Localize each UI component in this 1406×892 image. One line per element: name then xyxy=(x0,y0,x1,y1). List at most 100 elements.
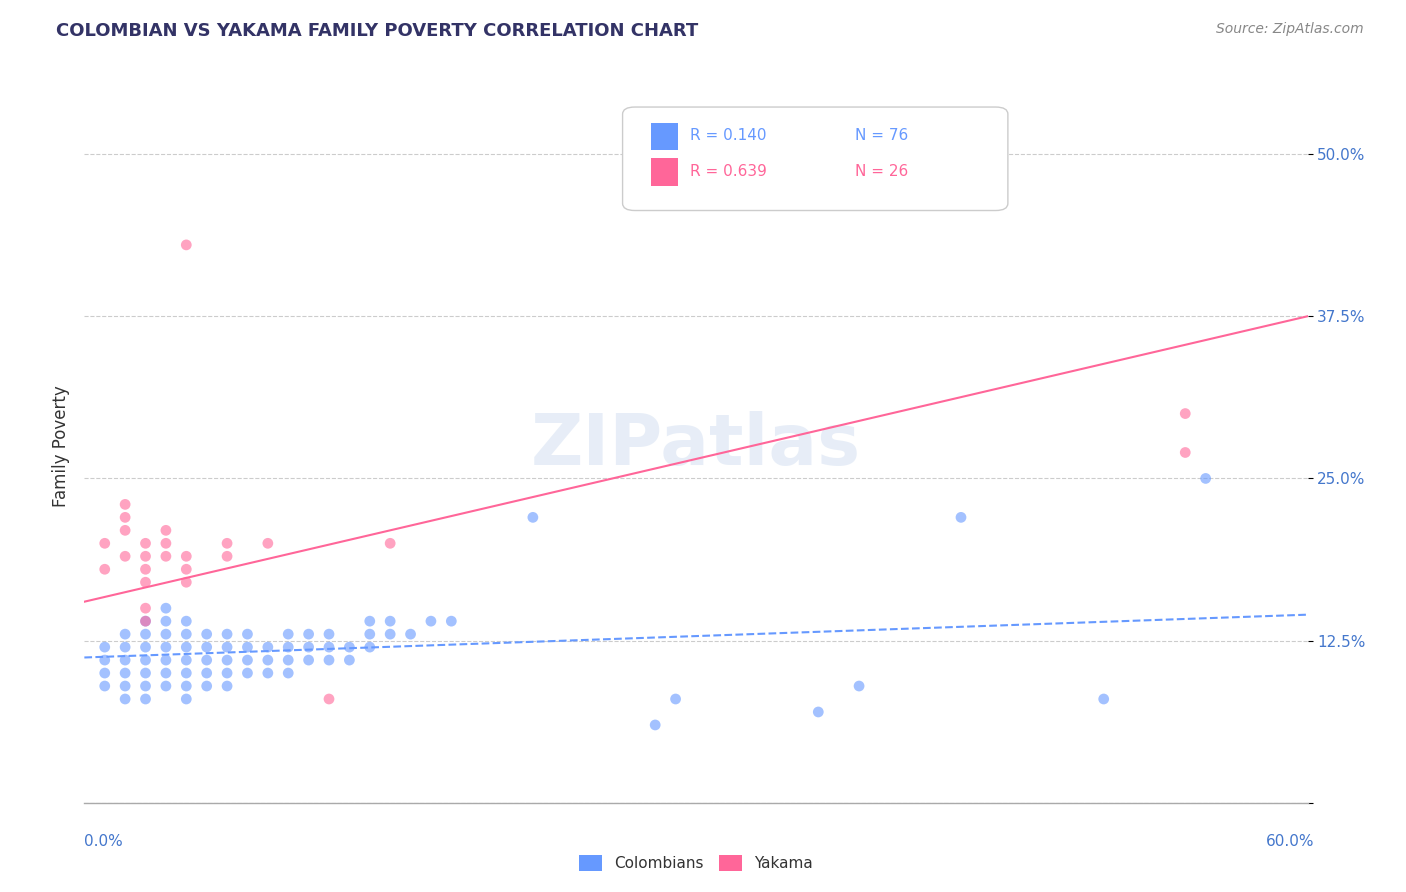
Point xyxy=(174,692,197,706)
Point xyxy=(318,653,340,667)
Point xyxy=(155,601,177,615)
Point xyxy=(135,536,157,550)
Point xyxy=(298,653,321,667)
Point xyxy=(195,640,218,654)
Point xyxy=(236,653,259,667)
Point xyxy=(114,666,136,681)
Point xyxy=(217,536,239,550)
Point xyxy=(93,653,115,667)
Point xyxy=(277,666,299,681)
Point xyxy=(644,718,666,732)
Point xyxy=(174,614,197,628)
Point xyxy=(217,679,239,693)
Point xyxy=(277,627,299,641)
Point xyxy=(93,679,115,693)
Point xyxy=(298,627,321,641)
Point xyxy=(257,666,280,681)
Point xyxy=(93,666,115,681)
Point xyxy=(93,536,115,550)
Point xyxy=(114,640,136,654)
Text: 60.0%: 60.0% xyxy=(1267,834,1315,849)
Point xyxy=(114,549,136,564)
FancyBboxPatch shape xyxy=(651,159,678,186)
Point xyxy=(135,679,157,693)
Point xyxy=(217,666,239,681)
Point xyxy=(93,640,115,654)
Y-axis label: Family Poverty: Family Poverty xyxy=(52,385,70,507)
Text: N = 26: N = 26 xyxy=(855,164,908,178)
Point xyxy=(174,562,197,576)
Point xyxy=(236,627,259,641)
Text: R = 0.639: R = 0.639 xyxy=(690,164,766,178)
Point xyxy=(114,627,136,641)
Point xyxy=(522,510,544,524)
Point xyxy=(174,666,197,681)
Point xyxy=(135,549,157,564)
Point xyxy=(155,679,177,693)
Point xyxy=(339,653,360,667)
Point xyxy=(135,562,157,576)
FancyBboxPatch shape xyxy=(651,123,678,150)
Point xyxy=(114,679,136,693)
Point xyxy=(195,653,218,667)
Point xyxy=(359,627,381,641)
Point xyxy=(155,614,177,628)
Point xyxy=(236,640,259,654)
Point xyxy=(155,640,177,654)
Point xyxy=(155,666,177,681)
Legend: Colombians, Yakama: Colombians, Yakama xyxy=(574,849,818,877)
Text: COLOMBIAN VS YAKAMA FAMILY POVERTY CORRELATION CHART: COLOMBIAN VS YAKAMA FAMILY POVERTY CORRE… xyxy=(56,22,699,40)
Point xyxy=(174,627,197,641)
Point xyxy=(135,614,157,628)
Text: R = 0.140: R = 0.140 xyxy=(690,128,766,143)
Point xyxy=(174,575,197,590)
Point xyxy=(217,627,239,641)
Point xyxy=(420,614,443,628)
Point xyxy=(339,640,360,654)
Point xyxy=(318,640,340,654)
Point xyxy=(195,679,218,693)
Point xyxy=(380,627,402,641)
Point xyxy=(217,640,239,654)
Point xyxy=(318,627,340,641)
Point xyxy=(318,692,340,706)
Point xyxy=(1092,692,1115,706)
Point xyxy=(114,653,136,667)
Point xyxy=(135,653,157,667)
Text: 0.0%: 0.0% xyxy=(84,834,124,849)
Point xyxy=(135,614,157,628)
Point xyxy=(440,614,463,628)
Point xyxy=(93,562,115,576)
Point xyxy=(114,524,136,538)
Point xyxy=(155,549,177,564)
Point xyxy=(257,536,280,550)
Point xyxy=(664,692,686,706)
Point xyxy=(298,640,321,654)
Point xyxy=(359,640,381,654)
Point xyxy=(399,627,422,641)
Text: N = 76: N = 76 xyxy=(855,128,908,143)
Point xyxy=(155,524,177,538)
Point xyxy=(1195,471,1218,485)
Point xyxy=(174,653,197,667)
Point xyxy=(155,653,177,667)
Point xyxy=(135,575,157,590)
Point xyxy=(135,640,157,654)
Text: Source: ZipAtlas.com: Source: ZipAtlas.com xyxy=(1216,22,1364,37)
Point xyxy=(257,640,280,654)
Point xyxy=(277,653,299,667)
Point xyxy=(174,679,197,693)
Point xyxy=(114,497,136,511)
Point xyxy=(1174,407,1197,421)
Point xyxy=(359,614,381,628)
Point xyxy=(217,549,239,564)
Point xyxy=(195,666,218,681)
Point xyxy=(236,666,259,681)
Point xyxy=(257,653,280,667)
Point xyxy=(848,679,870,693)
Point xyxy=(277,640,299,654)
Point xyxy=(380,536,402,550)
FancyBboxPatch shape xyxy=(623,107,1008,211)
Point xyxy=(155,536,177,550)
Point xyxy=(195,627,218,641)
